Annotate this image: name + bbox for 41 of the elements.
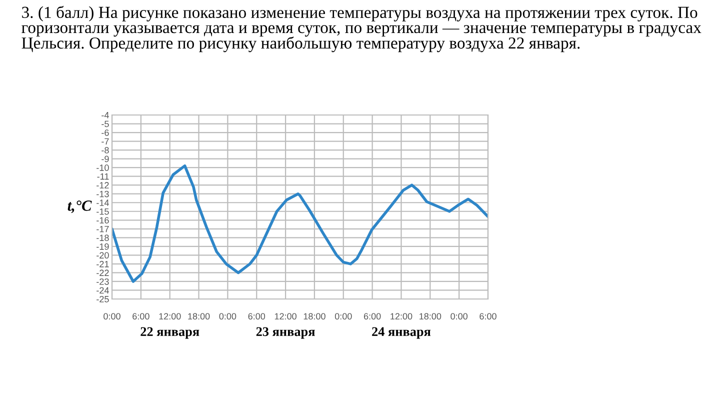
x-tick-label: 18:00 (188, 313, 210, 320)
text: 23 января (256, 327, 315, 339)
y-tick-label: -6 (102, 129, 109, 136)
x-tick-label: 0:00 (450, 313, 468, 320)
x-tick-label: 0:00 (334, 313, 352, 320)
y-tick-label: -15 (96, 208, 109, 215)
y-axis-title: t,°C (68, 200, 92, 214)
x-tick-label: 0:00 (104, 313, 120, 320)
y-tick-label: -21 (96, 260, 109, 268)
y-tick-label: -17 (96, 226, 109, 232)
x-tick-label: 6:00 (364, 313, 381, 320)
y-tick-label: -10 (96, 164, 109, 171)
y-tick-label: -13 (96, 190, 109, 198)
text: 24 января (372, 327, 431, 339)
y-tick-label: -16 (96, 217, 109, 224)
y-tick-label: -18 (96, 234, 109, 242)
x-tick-label: 18:00 (304, 313, 326, 320)
x-tick-label: 6:00 (248, 313, 266, 320)
y-tick-label: -7 (102, 138, 109, 145)
y-tick-label: -22 (96, 270, 109, 276)
x-tick-label: 12:00 (274, 313, 296, 320)
text: 22 января (140, 327, 200, 339)
x-tick-label: 0:00 (219, 313, 236, 320)
y-tick-label: -23 (96, 278, 109, 285)
y-tick-label: -9 (102, 156, 109, 162)
x-tick-label: 12:00 (390, 313, 412, 320)
y-tick-label: -12 (96, 182, 109, 188)
y-tick-label: -20 (96, 252, 109, 259)
y-tick-label: -11 (97, 173, 109, 180)
x-tick-label: 6:00 (480, 313, 496, 320)
y-tick-label: -19 (96, 243, 109, 250)
y-tick-label: -25 (96, 296, 109, 302)
chart-title: 3. (1 балл) На рисунке показано изменение температуры воздуха на протяжении трех суток. По горизонтали указывается дата и время суток, по вертикали — значение температуры в градусах Цельсия. Определите по рисунку наибольшую температуру воздуха 22 января. (22, 6, 702, 52)
x-tick-label: 12:00 (159, 313, 181, 320)
y-tick-label: -5 (102, 120, 109, 128)
y-tick-label: -8 (102, 147, 109, 154)
y-tick-label: -24 (96, 287, 109, 294)
x-tick-label: 6:00 (132, 313, 150, 320)
y-tick-label: -14 (96, 200, 109, 206)
y-tick-label: -4 (102, 112, 109, 118)
x-tick-label: 18:00 (420, 313, 442, 320)
